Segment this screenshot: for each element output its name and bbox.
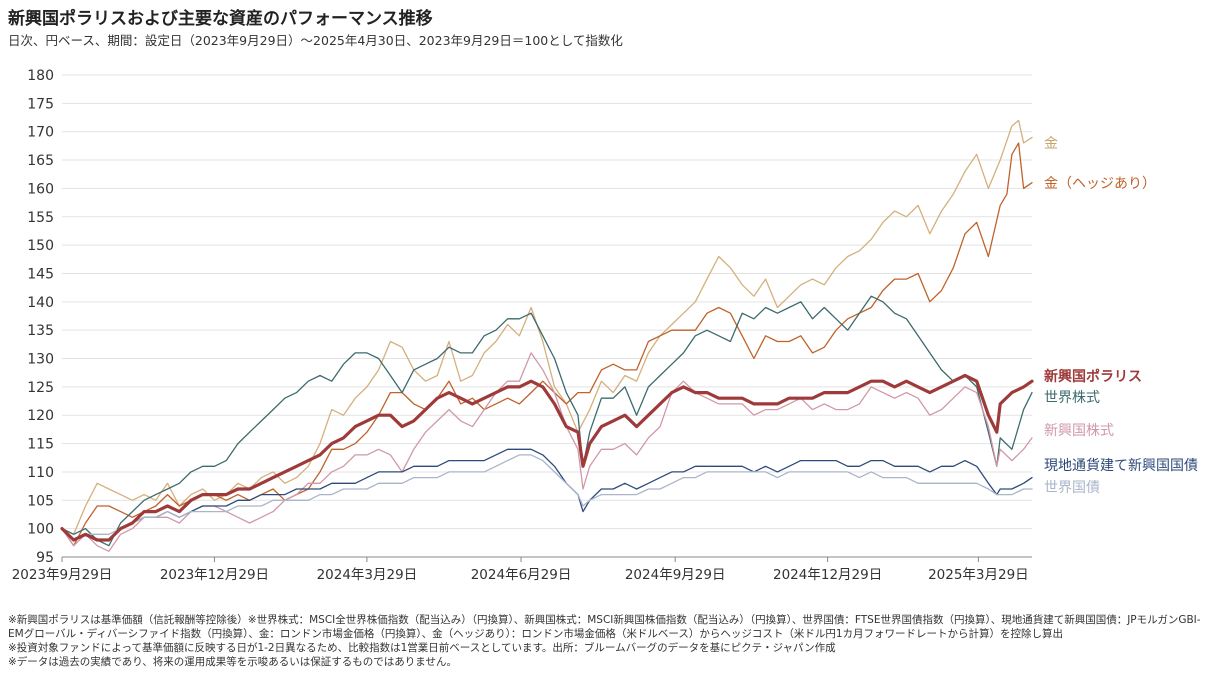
x-tick-label: 2024年6月29日 (471, 567, 572, 583)
y-tick-label: 140 (27, 295, 54, 311)
y-tick-label: 180 (27, 68, 54, 84)
series-label: 金（ヘッジあり） (1044, 176, 1156, 192)
series-label: 世界株式 (1044, 390, 1100, 406)
series-label: 現地通貨建て新興国国債 (1044, 457, 1198, 474)
y-tick-label: 155 (27, 210, 54, 226)
y-tick-label: 130 (27, 352, 54, 368)
footnote-indices: ※新興国ポラリスは基準価額（信託報酬等控除後）※世界株式：MSCI全世界株価指数… (8, 614, 1201, 640)
x-tick-label: 2023年12月29日 (160, 567, 269, 583)
y-tick-label: 135 (27, 323, 54, 339)
y-tick-label: 160 (27, 181, 54, 197)
y-tick-label: 170 (27, 125, 54, 141)
x-tick-label: 2024年3月29日 (317, 567, 418, 583)
chart-subtitle: 日次、円ベース、期間：設定日（2023年9月29日）～2025年4月30日、20… (8, 33, 623, 48)
line-chart: 95 100 105 110 115 120 125 130 135 140 145 150 155 16… (12, 68, 1198, 583)
series-label: 世界国債 (1044, 480, 1100, 496)
series-line-世界株式 (61, 295, 1033, 547)
series-line-新興国ポラリス (60, 373, 1034, 542)
y-tick-label: 115 (27, 437, 54, 453)
y-tick-label: 110 (27, 465, 54, 481)
x-tick-label: 2024年9月29日 (625, 567, 726, 583)
series-label: 新興国株式 (1044, 423, 1114, 439)
x-tick-label: 2025年3月29日 (928, 567, 1029, 583)
x-tick-label: 2023年9月29日 (12, 567, 113, 583)
y-tick-label: 175 (27, 96, 54, 112)
chart-title: 新興国ポラリスおよび主要な資産のパフォーマンス推移 (8, 9, 433, 29)
series-line-現地通貨建て新興国国債 (61, 448, 1033, 541)
y-tick-label: 150 (27, 238, 54, 254)
series-line-金（ヘッジあり） (61, 142, 1033, 547)
y-tick-label: 105 (27, 493, 54, 509)
footnotes: ※新興国ポラリスは基準価額（信託報酬等控除後）※世界株式：MSCI全世界株価指数… (8, 613, 1213, 669)
x-tick-label: 2024年12月29日 (773, 567, 882, 583)
series-line-世界国債 (61, 454, 1033, 541)
footnote-disclaimer: ※データは過去の実績であり、将来の運用成果等を示唆あるいは保証するものではありま… (8, 656, 457, 668)
footnote-timing: ※投資対象ファンドによって基準価額に反映する日が1-2日異なるため、比較指数は1… (8, 642, 836, 654)
y-tick-label: 100 (27, 522, 54, 538)
series-line-新興国株式 (61, 352, 1033, 552)
y-tick-label: 165 (27, 153, 54, 169)
y-tick-label: 145 (27, 266, 54, 282)
series-label: 金 (1044, 136, 1058, 152)
series-label: 新興国ポラリス (1044, 368, 1142, 385)
y-tick-label: 120 (27, 408, 54, 424)
y-tick-label: 125 (27, 380, 54, 396)
y-tick-label: 95 (36, 550, 54, 566)
